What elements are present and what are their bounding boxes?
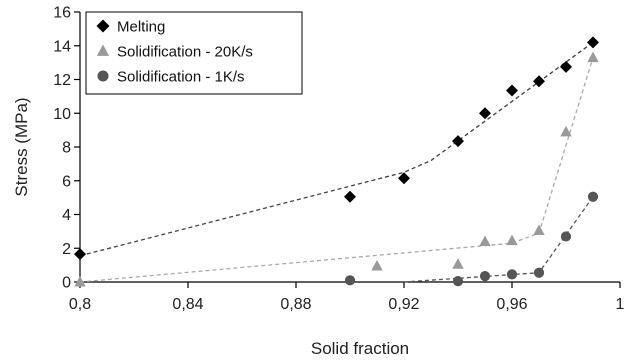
data-point-series-1 bbox=[587, 36, 599, 49]
y-tick-label: 8 bbox=[62, 140, 71, 157]
x-tick-label: 0,96 bbox=[496, 296, 527, 313]
data-point-series-1 bbox=[398, 172, 410, 185]
x-tick-label: 0,92 bbox=[388, 296, 419, 313]
axes: 0 2 4 6 8 10 12 14 16 0,8 0,84 0,88 0,92 0,96 1 bbox=[53, 5, 624, 314]
data-point-series-2 bbox=[533, 224, 545, 236]
data-point-series-2 bbox=[479, 235, 491, 246]
legend-label-3: Solidification - 1K/s bbox=[117, 69, 245, 86]
y-axis-label: Stress (MPa) bbox=[12, 97, 31, 196]
data-point-series-1 bbox=[479, 107, 491, 120]
data-point-series-3 bbox=[479, 270, 491, 282]
legend-marker-2 bbox=[96, 44, 110, 56]
y-tick-label: 2 bbox=[62, 241, 71, 258]
data-point-series-2 bbox=[506, 234, 518, 246]
y-tick-label: 10 bbox=[53, 106, 71, 123]
data-point-series-2 bbox=[371, 259, 383, 271]
data-point-series-2 bbox=[74, 276, 86, 287]
trend-line-series-2 bbox=[79, 57, 594, 283]
x-tick-label: 1 bbox=[616, 296, 625, 313]
y-tick-label: 14 bbox=[53, 38, 71, 55]
y-tick-label: 4 bbox=[62, 207, 71, 224]
legend-label-1: Melting bbox=[117, 19, 165, 36]
data-point-series-2 bbox=[587, 51, 599, 63]
x-tick-label: 0,8 bbox=[69, 296, 91, 313]
y-tick-label: 6 bbox=[62, 173, 71, 190]
data-point-series-3 bbox=[587, 191, 599, 202]
data-point-series-3 bbox=[452, 276, 464, 287]
x-axis-label: Solid fraction bbox=[311, 339, 409, 358]
legend-box bbox=[85, 11, 303, 95]
data-point-series-1 bbox=[533, 75, 545, 88]
data-point-series-2 bbox=[560, 125, 572, 137]
legend-marker-1 bbox=[96, 19, 110, 33]
y-tick-label: 16 bbox=[53, 5, 71, 22]
data-point-series-3 bbox=[506, 269, 518, 280]
data-point-series-1 bbox=[74, 248, 86, 261]
x-tick-label: 0,84 bbox=[172, 296, 203, 313]
data-point-series-2 bbox=[452, 258, 464, 269]
data-points bbox=[74, 36, 599, 287]
x-tick-label: 0,88 bbox=[280, 296, 311, 313]
data-point-series-3 bbox=[533, 267, 545, 278]
y-tick-label: 0 bbox=[62, 275, 71, 292]
legend-label-2: Solidification - 20K/s bbox=[117, 44, 253, 61]
data-point-series-1 bbox=[452, 135, 464, 148]
trend-line-series-1 bbox=[79, 41, 594, 257]
data-point-series-3 bbox=[560, 231, 572, 242]
data-point-series-1 bbox=[506, 84, 518, 97]
legend: Melting Solidification - 20K/s Solidificat… bbox=[85, 11, 303, 95]
legend-marker-3 bbox=[97, 70, 109, 82]
data-point-series-1 bbox=[560, 60, 572, 73]
y-tick-label: 12 bbox=[53, 72, 71, 89]
data-point-series-3 bbox=[344, 275, 356, 286]
data-point-series-1 bbox=[344, 190, 356, 203]
